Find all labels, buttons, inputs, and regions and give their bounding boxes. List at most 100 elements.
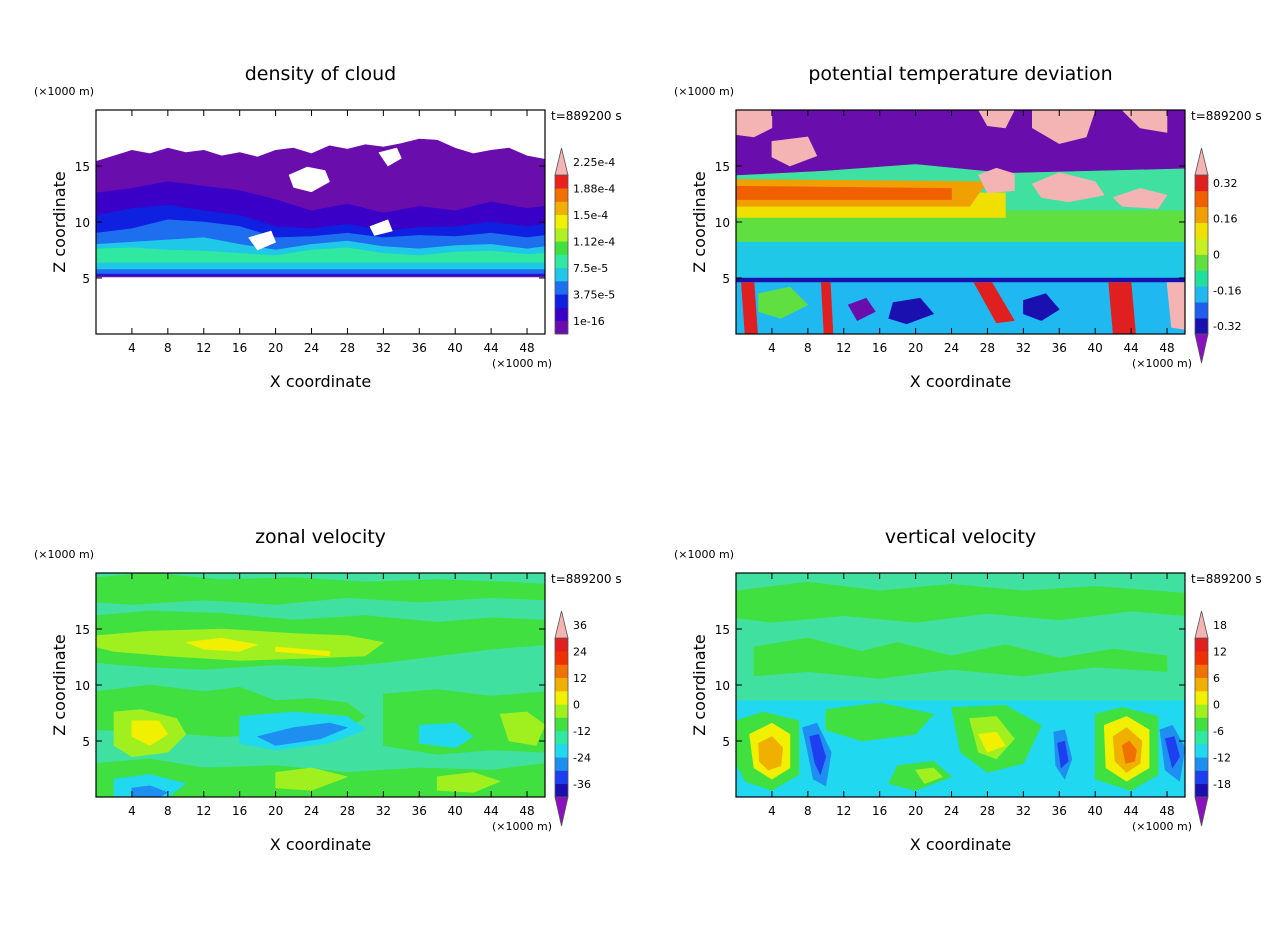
contour-region	[378, 147, 402, 167]
contour-region	[1121, 110, 1168, 133]
x-tick-label: 12	[196, 804, 211, 818]
y-unit-label: (×1000 m)	[674, 548, 734, 561]
colorbar-label: 1.12e-4	[573, 235, 615, 248]
x-tick-label: 44	[1123, 341, 1138, 355]
colorbar-swatch	[555, 188, 568, 202]
contour-region	[820, 282, 834, 334]
x-tick-label: 36	[1052, 804, 1067, 818]
colorbar-arrow-top	[1194, 147, 1209, 176]
plot-area	[96, 110, 545, 334]
contour-region	[825, 702, 934, 742]
contour-region	[369, 219, 393, 236]
colorbar-swatch	[1195, 254, 1208, 271]
colorbar-swatch	[1195, 704, 1208, 718]
colorbar-swatch	[555, 730, 568, 745]
x-axis-title: X coordinate	[270, 835, 371, 854]
x-tick-label: 32	[1016, 804, 1031, 818]
panel-zonal-velocity: zonal velocity(×1000 m)t=889200 s4 8 12 16 2…	[34, 526, 622, 854]
contour-region	[888, 297, 934, 325]
colorbar-label: 0	[573, 698, 580, 711]
contour-region	[741, 282, 758, 334]
colorbar-swatch	[555, 267, 568, 282]
x-tick-label: 20	[268, 804, 283, 818]
colorbar-arrow-bottom	[1194, 796, 1209, 827]
contour-region	[809, 733, 827, 775]
x-axis-title: X coordinate	[270, 372, 371, 391]
colorbar-swatch	[555, 677, 568, 692]
x-tick-label: 12	[836, 341, 851, 355]
x-tick-label: 24	[304, 341, 319, 355]
colorbar-label: 12	[1213, 645, 1227, 658]
y-unit-label: (×1000 m)	[34, 548, 94, 561]
y-tick-label: 15	[715, 160, 730, 174]
contour-region	[1112, 188, 1168, 209]
x-tick-label: 44	[1123, 804, 1138, 818]
x-tick-label: 4	[768, 804, 776, 818]
x-tick-label: 40	[448, 341, 463, 355]
contour-region	[275, 646, 330, 657]
x-tick-label: 36	[412, 804, 427, 818]
contour-region	[736, 277, 1185, 283]
colorbar-swatch	[1195, 318, 1208, 335]
colorbar-swatch	[1195, 238, 1208, 255]
x-tick-label: 28	[980, 804, 995, 818]
y-axis-title: Z coordinate	[50, 171, 69, 272]
colorbar-label: -12	[573, 725, 591, 738]
colorbar-label: 6	[1213, 672, 1220, 685]
y-tick-label: 10	[75, 216, 90, 230]
x-tick-label: 36	[412, 341, 427, 355]
colorbar-swatch	[555, 241, 568, 255]
x-tick-label: 4	[768, 341, 776, 355]
x-tick-label: 40	[1088, 804, 1103, 818]
contour-region	[978, 731, 1006, 753]
colorbar: -36 -24 -12 0 12 24 36	[554, 610, 591, 827]
contour-region	[847, 297, 876, 321]
contour-region	[973, 282, 1015, 324]
contour-region	[1032, 110, 1096, 144]
time-label: t=889200 s	[551, 572, 622, 586]
colorbar: -18 -12 -6 0 6 12 18	[1194, 610, 1231, 827]
colorbar-label: 0.16	[1213, 213, 1238, 226]
x-unit-label: (×1000 m)	[1132, 820, 1192, 833]
colorbar-swatch	[1195, 302, 1208, 319]
colorbar-swatch	[1195, 730, 1208, 745]
panel-vertical-velocity: vertical velocity(×1000 m)t=889200 s4 8 12…	[674, 526, 1262, 854]
contour-region	[131, 720, 169, 746]
contour-region	[499, 711, 545, 746]
x-unit-label: (×1000 m)	[492, 357, 552, 370]
colorbar-label: 0.32	[1213, 177, 1238, 190]
colorbar-label: -6	[1213, 725, 1224, 738]
y-tick-label: 15	[715, 623, 730, 637]
colorbar-swatch	[1195, 770, 1208, 785]
colorbar-swatch	[555, 201, 568, 216]
colorbar-arrow-top	[554, 610, 569, 639]
contour-region	[736, 185, 952, 200]
colorbar-swatch	[1195, 664, 1208, 679]
colorbar-label: 3.75e-5	[573, 288, 615, 301]
chart-title: vertical velocity	[885, 526, 1036, 548]
x-tick-label: 16	[232, 341, 247, 355]
x-tick-label: 20	[908, 341, 923, 355]
colorbar-swatch	[555, 757, 568, 771]
contour-region	[736, 581, 1185, 623]
colorbar-swatch	[555, 744, 568, 758]
colorbar-label: 18	[1213, 619, 1227, 632]
contour-region	[736, 210, 1185, 245]
panel-potential-temperature-deviation: potential temperature deviation (×1000 m)…	[674, 63, 1262, 391]
x-tick-label: 16	[872, 341, 887, 355]
x-tick-label: 8	[164, 804, 172, 818]
x-tick-label: 16	[872, 804, 887, 818]
chart-title: density of cloud	[245, 63, 397, 85]
colorbar-swatch	[1195, 717, 1208, 732]
colorbar-swatch	[1195, 222, 1208, 239]
colorbar-label: 0	[1213, 249, 1220, 262]
colorbar-swatch	[555, 228, 568, 242]
x-tick-label: 36	[1052, 341, 1067, 355]
x-unit-label: (×1000 m)	[492, 820, 552, 833]
contour-region	[96, 573, 545, 605]
x-unit-label: (×1000 m)	[1132, 357, 1192, 370]
chart-title: potential temperature deviation	[808, 63, 1112, 85]
colorbar-swatch	[1195, 175, 1208, 192]
colorbar-swatch	[1195, 677, 1208, 692]
y-unit-label: (×1000 m)	[674, 85, 734, 98]
